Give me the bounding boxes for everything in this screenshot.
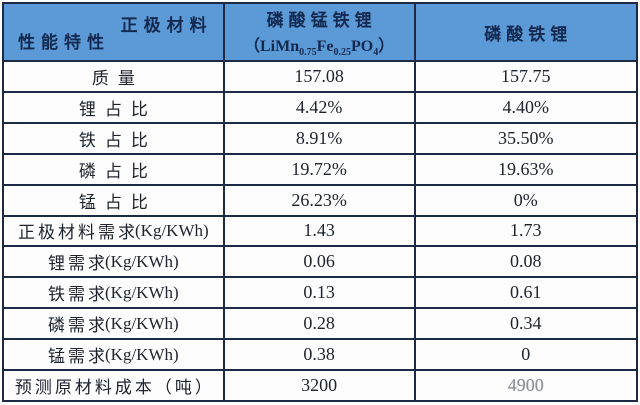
table-row-mass: 质量 157.08 157.75 — [4, 60, 636, 91]
value-cell-lfp: 4900 — [413, 371, 636, 400]
value-cell-lmfp: 157.08 — [222, 62, 414, 91]
lmfp-chemical-formula: （LiMn0.75Fe0.25PO4） — [243, 38, 395, 58]
value-cell-lfp: 0.61 — [413, 278, 636, 308]
header-row: 正极材料 性能特性 磷酸锰铁锂 （LiMn0.75Fe0.25PO4） 磷酸铁锂 — [4, 4, 636, 60]
lfp-name: 磷酸铁锂 — [484, 24, 573, 44]
table-row-fe-demand: 铁需求 (Kg/KWh) 0.13 0.61 — [4, 276, 636, 308]
table-row-li-share: 锂占比 4.42% 4.40% — [4, 90, 636, 122]
table-row-li-demand: 锂需求 (Kg/KWh) 0.06 0.08 — [4, 245, 636, 277]
value-cell-lfp: 0.08 — [413, 247, 636, 277]
table-row-p-demand: 磷需求 (Kg/KWh) 0.28 0.34 — [4, 307, 636, 339]
value-cell-lmfp: 0.28 — [222, 309, 414, 339]
value-cell-lmfp: 0.38 — [222, 340, 414, 370]
row-label-cell: 铁需求 (Kg/KWh) — [4, 278, 223, 308]
table-row-fe-share: 铁占比 8.91% 35.50% — [4, 121, 636, 153]
table-row-cathode-demand: 正极材料需求 (Kg/KWh) 1.43 1.73 — [4, 214, 636, 246]
table-row-p-share: 磷占比 19.72% 19.63% — [4, 152, 636, 184]
row-label-cell: 锰需求 (Kg/KWh) — [4, 340, 223, 370]
column-header-lfp: 磷酸铁锂 — [413, 4, 636, 60]
row-label-cell: 正极材料需求 (Kg/KWh) — [4, 216, 223, 246]
row-label-cell: 锰占比 — [4, 185, 223, 215]
value-cell-lfp: 35.50% — [413, 123, 636, 153]
column-header-lmfp: 磷酸锰铁锂 （LiMn0.75Fe0.25PO4） — [222, 4, 414, 60]
value-cell-lfp: 4.40% — [413, 92, 636, 122]
row-label-cell: 铁占比 — [4, 123, 223, 153]
corner-top-label: 正极材料 — [120, 16, 213, 35]
corner-header-cell: 正极材料 性能特性 — [4, 4, 223, 60]
value-cell-lmfp: 1.43 — [222, 216, 414, 246]
row-label-cell: 磷需求 (Kg/KWh) — [4, 309, 223, 339]
value-cell-lmfp: 26.23% — [222, 185, 414, 215]
value-cell-lfp: 1.73 — [413, 216, 636, 246]
value-cell-lfp: 0% — [413, 185, 636, 215]
value-cell-lmfp: 19.72% — [222, 154, 414, 184]
table-row-mn-share: 锰占比 26.23% 0% — [4, 183, 636, 215]
value-cell-lmfp: 0.13 — [222, 278, 414, 308]
row-label-cell: 锂需求 (Kg/KWh) — [4, 247, 223, 277]
lmfp-name: 磷酸锰铁锂 — [266, 11, 377, 30]
value-cell-lmfp: 3200 — [222, 371, 414, 400]
table-row-mn-demand: 锰需求 (Kg/KWh) 0.38 0 — [4, 338, 636, 370]
corner-bottom-label: 性能特性 — [18, 33, 110, 52]
row-label-cell: 质量 — [4, 62, 223, 91]
value-cell-lfp: 0 — [413, 340, 636, 370]
value-cell-lmfp: 8.91% — [222, 123, 414, 153]
row-label-cell: 锂占比 — [4, 92, 223, 122]
row-label-cell: 磷占比 — [4, 154, 223, 184]
value-cell-lfp: 157.75 — [413, 62, 636, 91]
value-cell-lmfp: 0.06 — [222, 247, 414, 277]
table-row-raw-material-cost: 预测原材料成本（吨） 3200 4900 — [4, 369, 636, 400]
value-cell-lfp: 0.34 — [413, 309, 636, 339]
value-cell-lfp: 19.63% — [413, 154, 636, 184]
row-label-cell: 预测原材料成本（吨） — [4, 371, 223, 400]
value-cell-lmfp: 4.42% — [222, 92, 414, 122]
